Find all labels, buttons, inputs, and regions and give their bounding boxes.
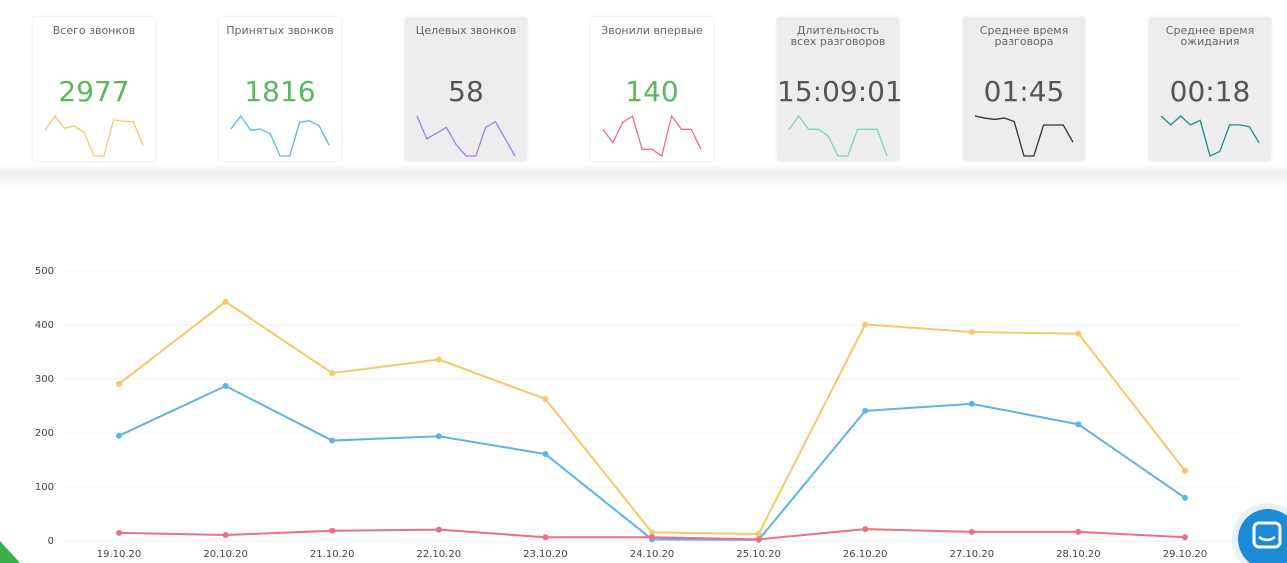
data-point [435,433,442,440]
sparkline-line [602,114,702,158]
kpi-label: Длительность всех разговоров [790,24,886,48]
y-tick-label: 100 [35,482,54,493]
data-point [435,356,442,363]
series-line [118,300,1186,535]
kpi-label: Всего звонков [52,24,136,37]
kpi-value: 58 [448,75,484,108]
data-point [222,298,229,305]
x-tick-label: 27.10.20 [950,549,995,560]
x-tick-label: 28.10.20 [1056,549,1101,560]
sparkline [44,114,144,157]
kpi-label: Звонили впервые [601,24,703,37]
kpi-value: 2977 [58,75,130,108]
x-tick-label: 22.10.20 [417,549,462,560]
kpi-card: Среднее время ожидания 00:18 [1149,17,1271,161]
y-tick-label: 500 [35,266,54,277]
kpi-cards: Всего звонков 2977 Принятых звонков 1816 Цел… [0,0,1287,170]
data-point [116,432,122,439]
data-point [542,395,549,402]
y-tick-label: 0 [48,536,54,547]
sparkline-line [1160,115,1260,157]
kpi-card: Звонили впервые 140 [591,17,713,161]
data-point [222,532,229,539]
corner-badge [0,541,20,563]
sparkline-line [416,115,516,157]
kpi-label: Среднее время разговора [979,24,1069,48]
data-point [222,383,229,390]
kpi-value: 15:09:01 [777,75,903,108]
kpi-value: 140 [625,75,679,108]
chart: 0 100 200 300 400 500 19.10.20 20.10.20 21.10.20… [0,266,1287,563]
x-tick-label: 21.10.20 [310,549,355,560]
data-point [116,380,122,387]
data-point [968,400,975,407]
sparkline [230,114,330,157]
data-point [542,451,549,458]
kpi-label: Принятых звонков [226,24,334,37]
series-line [118,384,1186,541]
y-tick-label: 200 [35,428,54,439]
divider [0,163,1287,189]
data-point [1075,528,1082,535]
sparkline-line [974,115,1074,157]
data-point [968,528,975,535]
x-tick-label: 23.10.20 [523,549,568,560]
y-tick-label: 300 [35,374,54,385]
x-tick-label: 24.10.20 [630,549,675,560]
kpi-value: 01:45 [983,75,1065,108]
data-point [862,321,869,328]
data-point [329,437,336,444]
kpi-card: Длительность всех разговоров 15:09:01 [777,17,903,161]
kpi-label: Целевых звонков [415,24,517,37]
data-point [1182,534,1188,541]
data-point [968,329,975,336]
data-point [862,407,869,414]
kpi-card: Принятых звонков 1816 [219,17,341,161]
sparkline [602,114,702,158]
kpi-card: Всего звонков 2977 [33,17,155,161]
x-tick-label: 19.10.20 [97,549,142,560]
kpi-card: Целевых звонков 58 [405,17,527,161]
x-tick-label: 25.10.20 [736,549,781,560]
data-point [862,526,869,533]
sparkline [416,115,516,157]
kpi-value: 00:18 [1169,75,1251,108]
chat-button[interactable] [1232,503,1287,563]
y-tick-label: 400 [35,320,54,331]
sparkline [974,115,1074,157]
data-point [1182,494,1188,501]
data-point [755,530,762,537]
kpi-label: Среднее время ожидания [1165,24,1255,48]
data-point [542,534,549,541]
sparkline-line [788,114,888,157]
data-point [1182,467,1188,474]
sparkline-line [44,114,144,157]
data-point [755,536,762,543]
x-tick-label: 29.10.20 [1163,549,1208,560]
data-point [649,529,655,536]
x-tick-label: 20.10.20 [203,549,248,560]
sparkline-line [230,114,330,157]
kpi-card: Среднее время разговора 01:45 [963,17,1085,161]
data-point [1075,330,1082,337]
x-tick-label: 26.10.20 [843,549,888,560]
sparkline [1160,115,1260,157]
data-point [649,534,655,541]
data-point [329,370,336,377]
data-point [329,527,336,534]
data-point [116,529,122,536]
data-point [1075,421,1082,428]
data-point [435,526,442,533]
kpi-value: 1816 [244,75,316,108]
sparkline [788,114,888,157]
